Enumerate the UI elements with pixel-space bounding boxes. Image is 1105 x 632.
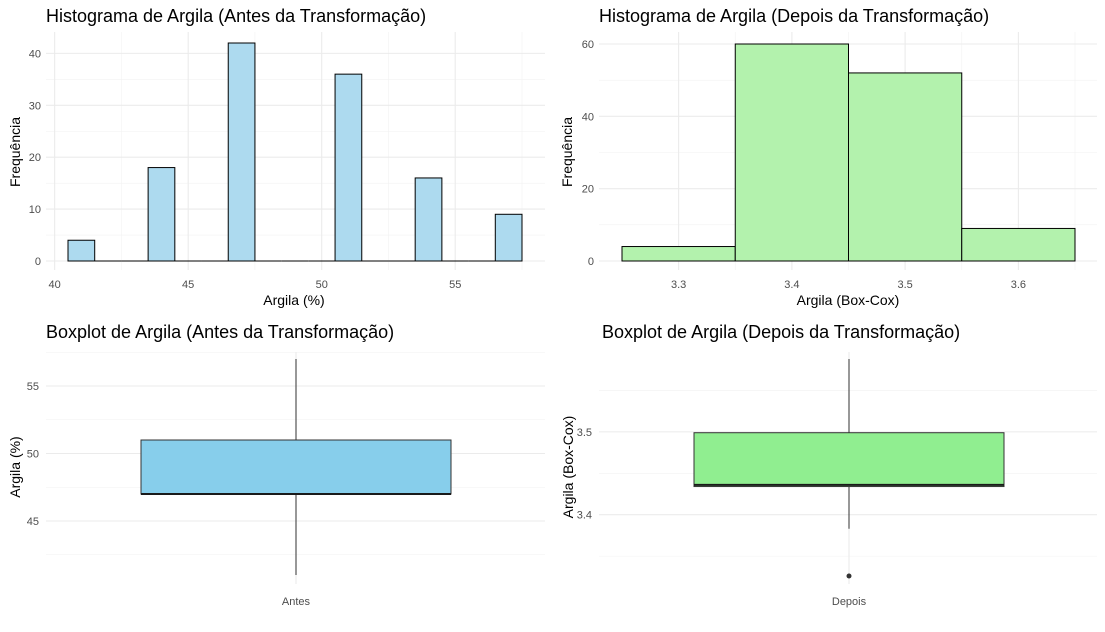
histogram-bar	[67, 239, 96, 262]
y-tick-label: 20	[29, 152, 41, 164]
x-tick-label: 3.6	[1011, 279, 1026, 291]
y-tick-label: 60	[582, 39, 594, 51]
y-axis-title: Argila (%)	[7, 436, 23, 497]
y-tick-label: 0	[588, 256, 594, 268]
histogram-bar	[621, 246, 736, 262]
histogram-bar	[414, 177, 443, 262]
y-axis-title: Frequência	[559, 117, 575, 187]
x-axis-title: Argila (%)	[263, 292, 324, 308]
y-tick-label: 3.4	[577, 510, 592, 522]
x-tick-label: Antes	[282, 596, 311, 608]
x-tick-label: 3.4	[784, 279, 799, 291]
grid	[46, 32, 545, 270]
histogram-before-panel: Histograma de Argila (Antes da Transform…	[7, 6, 545, 308]
y-tick-label: 30	[29, 100, 41, 112]
tick-labels: 3.3 3.4 3.5 3.6 0 20 40 60	[582, 39, 1026, 291]
y-axis-title: Argila (Box-Cox)	[560, 416, 576, 519]
chart-title: Boxplot de Argila (Antes da Transformaçã…	[46, 322, 394, 342]
x-tick-label: 40	[49, 279, 61, 291]
chart-title: Histograma de Argila (Depois da Transfor…	[599, 6, 989, 26]
histogram-bar	[334, 73, 363, 262]
y-tick-label: 40	[582, 111, 594, 123]
x-axis-title: Argila (Box-Cox)	[797, 292, 900, 308]
y-tick-label: 50	[27, 449, 39, 461]
y-tick-label: 55	[27, 381, 39, 393]
outlier-point	[846, 573, 852, 579]
box-iqr	[140, 439, 452, 495]
y-tick-label: 10	[29, 204, 41, 216]
y-tick-label: 3.5	[577, 427, 592, 439]
x-tick-label: 3.5	[897, 279, 912, 291]
histogram-bar	[961, 227, 1076, 262]
histogram-after-panel: Histograma de Argila (Depois da Transfor…	[559, 6, 1097, 308]
histogram-bar	[734, 43, 849, 262]
box-iqr	[693, 432, 1005, 488]
histogram-bar	[494, 213, 523, 262]
histogram-bar	[227, 42, 256, 262]
x-tick-label: 55	[449, 279, 461, 291]
y-tick-label: 20	[582, 184, 594, 196]
x-tick-label: 50	[316, 279, 328, 291]
y-tick-label: 0	[35, 256, 41, 268]
x-tick-label: 45	[182, 279, 194, 291]
boxplot-before-panel: Boxplot de Argila (Antes da Transformaçã…	[7, 322, 545, 608]
tick-labels: 45 50 55 Antes	[27, 381, 311, 608]
x-tick-label: 3.3	[671, 279, 686, 291]
tick-labels: 40 45 50 55 0 10 20 30 40	[29, 48, 462, 291]
y-axis-title: Frequência	[7, 117, 23, 187]
box	[693, 359, 1005, 579]
tick-labels: 3.4 3.5 Depois	[577, 427, 867, 608]
chart-title: Boxplot de Argila (Depois da Transformaç…	[602, 322, 960, 342]
box	[140, 359, 452, 575]
y-tick-label: 45	[27, 516, 39, 528]
y-tick-label: 40	[29, 48, 41, 60]
histogram-bar	[147, 167, 176, 262]
histogram-bar	[848, 72, 963, 262]
grid	[599, 352, 1097, 584]
bars	[67, 42, 523, 262]
boxplot-after-panel: Boxplot de Argila (Depois da Transformaç…	[560, 322, 1097, 608]
chart-title: Histograma de Argila (Antes da Transform…	[46, 6, 426, 26]
x-tick-label: Depois	[832, 596, 867, 608]
bars	[621, 43, 1076, 262]
